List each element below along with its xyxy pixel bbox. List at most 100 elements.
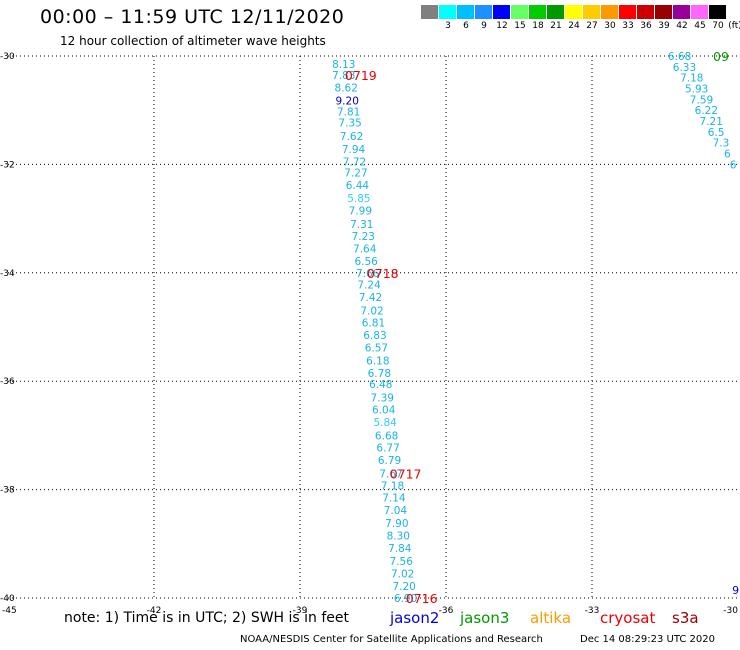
satellite-jason3: jason3	[460, 609, 510, 627]
time-label: 09	[713, 49, 729, 64]
legend-swatch	[637, 5, 654, 19]
x-tick-label: -36	[439, 606, 454, 616]
data-point-label: 8.62	[335, 82, 358, 94]
data-point-label: 6.33	[673, 62, 696, 74]
data-point-label: 7.81	[337, 106, 360, 118]
legend-swatch	[511, 5, 528, 19]
y-tick-label: -38	[0, 486, 15, 496]
data-point-label: 6.68	[375, 430, 398, 442]
x-tick-label: -42	[147, 606, 162, 616]
data-point-label: 7.27	[344, 168, 367, 180]
legend-swatch	[493, 5, 510, 19]
legend-label: 15	[514, 21, 526, 31]
data-point-label: 7.83	[332, 70, 355, 82]
legend-swatch	[475, 5, 492, 19]
legend-swatch	[691, 5, 708, 19]
legend-label: 21	[550, 21, 562, 31]
edge-mark: 9	[732, 584, 739, 597]
data-point-label: 7.39	[371, 392, 394, 404]
legend-label: 70	[712, 21, 724, 31]
data-point-label: 7.99	[349, 205, 372, 217]
data-point-label: 6.57	[365, 343, 388, 355]
legend-swatch	[655, 5, 672, 19]
legend-label: 18	[532, 21, 544, 31]
legend-swatch	[583, 5, 600, 19]
data-point-label: 6.78	[368, 368, 391, 380]
time-label: 0717	[390, 466, 422, 481]
data-point-label: 7.23	[352, 231, 375, 243]
legend-label: 24	[568, 21, 580, 31]
data-point-label: 6.81	[362, 318, 385, 330]
data-point-label: 7.18	[381, 480, 404, 492]
legend-label: 3	[445, 21, 451, 31]
legend-swatch	[421, 5, 438, 19]
chart-subtitle: 12 hour collection of altimeter wave hei…	[60, 34, 326, 48]
data-point-label: 6.18	[366, 356, 389, 368]
data-point-label: 7.94	[342, 144, 366, 156]
y-tick-label: -30	[0, 52, 15, 62]
satellite-jason2: jason2	[390, 609, 440, 627]
data-point-label: 7.21	[700, 116, 723, 128]
legend-unit: (ft)	[728, 21, 740, 31]
data-point-label: 6.04	[372, 404, 396, 416]
data-point-label: 7.20	[392, 581, 415, 593]
time-label: 0716	[406, 591, 438, 606]
x-tick-label: -39	[293, 606, 308, 616]
legend-swatch	[529, 5, 546, 19]
time-label: 0718	[367, 266, 399, 281]
legend-label: 6	[463, 21, 469, 31]
legend-swatch	[547, 5, 564, 19]
legend-label: 42	[676, 21, 688, 31]
data-point-label: 6.79	[378, 455, 401, 467]
chart-title: 00:00 – 11:59 UTC 12/11/2020	[40, 6, 345, 28]
data-point-label: 7.02	[360, 306, 383, 318]
y-tick-label: -32	[0, 160, 15, 170]
data-point-label: 6.83	[363, 330, 386, 342]
data-point-label: 7.84	[388, 543, 412, 555]
legend-label: 36	[640, 21, 652, 31]
legend-label: 39	[658, 21, 670, 31]
data-point-label: 6	[730, 159, 737, 171]
y-tick-label: -40	[0, 594, 15, 604]
data-point-label: 6.48	[369, 379, 392, 391]
x-tick-label: -30	[723, 606, 738, 616]
data-point-label: 5.84	[373, 417, 397, 429]
satellite-altika: altika	[530, 609, 572, 627]
y-tick-label: -36	[0, 377, 15, 387]
legend-swatch	[619, 5, 636, 19]
data-point-label: 9.20	[336, 95, 359, 107]
data-point-label: 7.62	[340, 131, 363, 143]
legend-label: 27	[586, 21, 598, 31]
footer-timestamp: Dec 14 08:29:23 UTC 2020	[580, 634, 715, 645]
legend-swatch	[709, 5, 726, 19]
data-point-label: 7.72	[343, 157, 366, 169]
data-point-label: 7.59	[690, 94, 713, 106]
data-point-label: 8.30	[387, 531, 410, 543]
data-point-label: 6	[724, 149, 731, 161]
legend-label: 12	[496, 21, 508, 31]
legend-label: 30	[604, 21, 616, 31]
data-point-label: 7.14	[382, 493, 406, 505]
data-point-label: 7.35	[338, 118, 361, 130]
data-point-label: 5.93	[685, 84, 708, 96]
data-point-label: 7.31	[350, 219, 373, 231]
data-point-label: 7.3	[713, 138, 730, 150]
data-point-label: 6.22	[695, 105, 718, 117]
data-point-label: 5.85	[347, 193, 370, 205]
y-tick-label: -34	[0, 269, 15, 279]
data-point-label: 6.90	[394, 593, 417, 605]
data-point-label: 7.66	[356, 268, 380, 280]
legend-swatch	[601, 5, 618, 19]
legend-label: 33	[622, 21, 634, 31]
data-point-label: 7.04	[384, 505, 408, 517]
legend-swatch	[457, 5, 474, 19]
note-text: note: 1) Time is in UTC; 2) SWH is in fe…	[64, 610, 350, 626]
data-point-label: 7.18	[680, 73, 703, 85]
data-point-label: 7.67	[379, 468, 402, 480]
data-point-label: 8.13	[332, 59, 355, 71]
legend-label: 9	[481, 21, 487, 31]
data-point-label: 7.24	[357, 280, 381, 292]
satellite-cryosat: cryosat	[600, 609, 656, 627]
legend-swatch	[439, 5, 456, 19]
